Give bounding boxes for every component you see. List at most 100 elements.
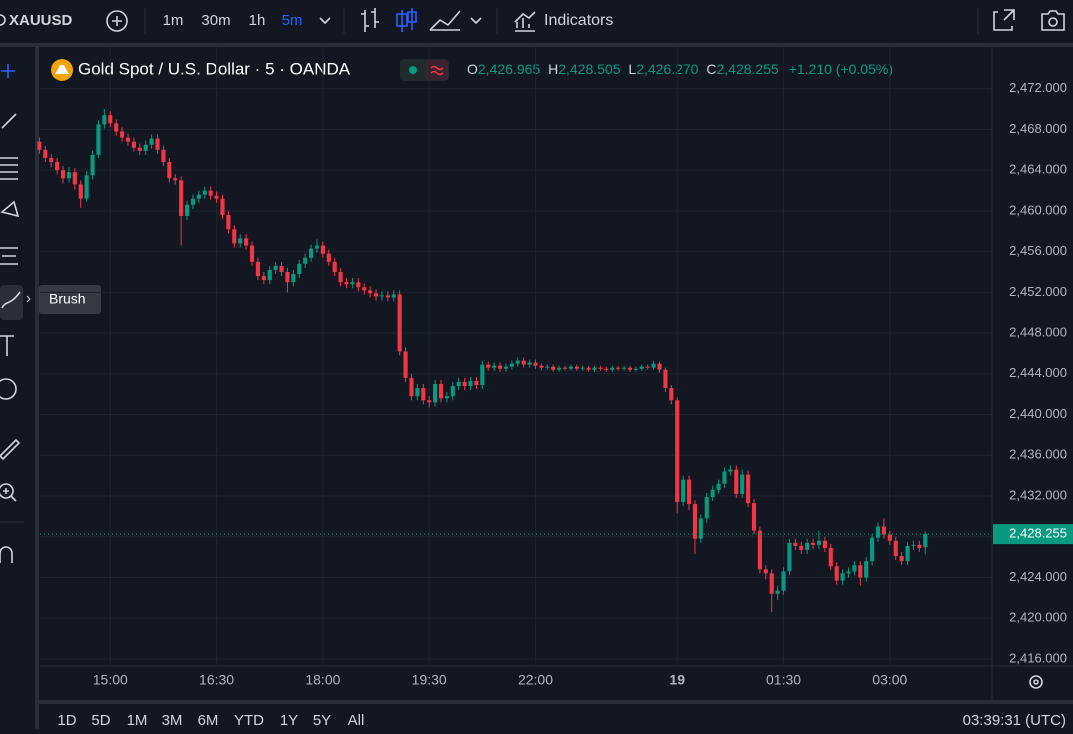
clock[interactable]: 03:39:31 (UTC): [963, 712, 1066, 729]
range-button[interactable]: 3M: [162, 712, 183, 729]
indicators-button[interactable]: Indicators: [544, 12, 613, 29]
range-button[interactable]: YTD: [234, 712, 264, 729]
candle-body: [421, 388, 426, 401]
fullscreen-icon[interactable]: [993, 9, 1015, 31]
y-tick-label: 2,464.000: [1009, 162, 1067, 177]
trendline-tool[interactable]: [1, 113, 17, 129]
candle-body: [486, 364, 491, 368]
candle-body: [338, 271, 343, 283]
candle-body: [468, 380, 473, 387]
candle-body: [190, 198, 196, 205]
interval-active[interactable]: 5m: [282, 12, 303, 29]
candle-body: [391, 294, 396, 298]
y-tick-label: 2,444.000: [1009, 365, 1067, 380]
candle-body: [828, 547, 833, 567]
candle-body: [72, 172, 77, 185]
candle-body: [604, 368, 609, 370]
range-button[interactable]: 6M: [198, 712, 219, 729]
add-symbol[interactable]: [106, 10, 128, 32]
pattern-tool[interactable]: [0, 200, 20, 218]
brush-tool[interactable]: [1, 291, 21, 309]
y-tick-label: 2,448.000: [1009, 325, 1067, 340]
y-tick-label: 2,436.000: [1009, 447, 1067, 462]
candle-body: [149, 138, 154, 145]
zoom-tool[interactable]: [0, 483, 14, 499]
market-status: [409, 66, 417, 74]
icon-tool[interactable]: [0, 378, 17, 400]
range-button[interactable]: 5Y: [313, 712, 331, 729]
data-status: [425, 60, 448, 80]
ohlc-value: 2,426.270: [636, 61, 698, 77]
x-tick-label: 19: [669, 672, 685, 688]
magnet-tool[interactable]: [0, 546, 13, 563]
candles-icon[interactable]: [396, 8, 417, 32]
candle-body: [657, 363, 662, 370]
candle-body: [917, 544, 922, 548]
candle-body: [527, 362, 532, 365]
candle-body: [480, 364, 485, 386]
candle-body: [580, 367, 585, 369]
candle-body: [816, 540, 822, 545]
interval[interactable]: 1m: [163, 12, 184, 29]
candle-body: [273, 265, 278, 270]
candle-body: [610, 367, 615, 370]
candle-body: [881, 526, 886, 535]
symbol[interactable]: XAUUSD: [9, 12, 73, 29]
interval[interactable]: 30m: [201, 12, 230, 29]
candle-body: [102, 115, 107, 125]
range-button[interactable]: 1M: [127, 712, 148, 729]
candle-body: [893, 540, 898, 557]
candle-body: [238, 238, 243, 244]
candle-body: [108, 115, 113, 124]
range-button[interactable]: 1D: [57, 712, 76, 729]
range-button[interactable]: All: [348, 712, 365, 729]
range-button[interactable]: 5D: [91, 712, 110, 729]
y-tick-label: 2,452.000: [1009, 284, 1067, 299]
range-button[interactable]: 1Y: [280, 712, 298, 729]
interval-menu[interactable]: [319, 17, 331, 25]
candle-body: [368, 290, 373, 294]
candle-body: [125, 137, 131, 142]
candle-body: [362, 287, 367, 291]
candle-body: [214, 195, 219, 199]
candle-body: [462, 381, 467, 387]
candle-body: [675, 400, 680, 503]
candle-body: [757, 530, 762, 570]
ohlc-key: O: [467, 61, 478, 77]
snapshot-icon[interactable]: [1041, 10, 1065, 31]
settings-icon[interactable]: [1029, 675, 1043, 689]
candle-body: [681, 479, 686, 503]
candle-body: [78, 184, 83, 199]
ohlc-key: H: [548, 61, 558, 77]
candle-body: [220, 198, 225, 215]
candle-body: [167, 162, 172, 179]
candle-body: [545, 366, 550, 368]
candle-body: [775, 590, 780, 594]
chart-type-menu[interactable]: [470, 17, 482, 25]
ohlc-key: C: [706, 61, 716, 77]
tool-expand[interactable]: [26, 295, 31, 303]
chart-legend: Gold Spot / U.S. Dollar · 5 · OANDA O2,4…: [51, 59, 893, 81]
candle-body: [155, 138, 160, 150]
bars-icon[interactable]: [361, 8, 379, 32]
text-tool[interactable]: [0, 335, 14, 356]
x-tick-label: 18:00: [305, 672, 340, 688]
candle-body: [444, 396, 449, 399]
candle-body: [196, 194, 201, 199]
candle-body: [781, 571, 786, 591]
crosshair-tool[interactable]: [1, 64, 15, 78]
fib-tool[interactable]: [0, 157, 18, 180]
candle-body: [350, 282, 355, 285]
interval[interactable]: 1h: [249, 12, 266, 29]
forecast-tool[interactable]: [0, 247, 18, 265]
area-icon[interactable]: [429, 10, 461, 31]
indicators-icon[interactable]: [514, 11, 536, 32]
candle-body: [66, 172, 72, 179]
candle-body: [533, 362, 538, 366]
search-icon[interactable]: [0, 14, 6, 26]
svg-text:O2,426.965 H2,428.505: O2,426.965 H2,428.505 L2,426.270 C2,428.…: [467, 61, 893, 77]
measure-tool[interactable]: [0, 438, 21, 461]
x-tick-label: 01:30: [766, 672, 801, 688]
candle-body: [539, 365, 544, 368]
